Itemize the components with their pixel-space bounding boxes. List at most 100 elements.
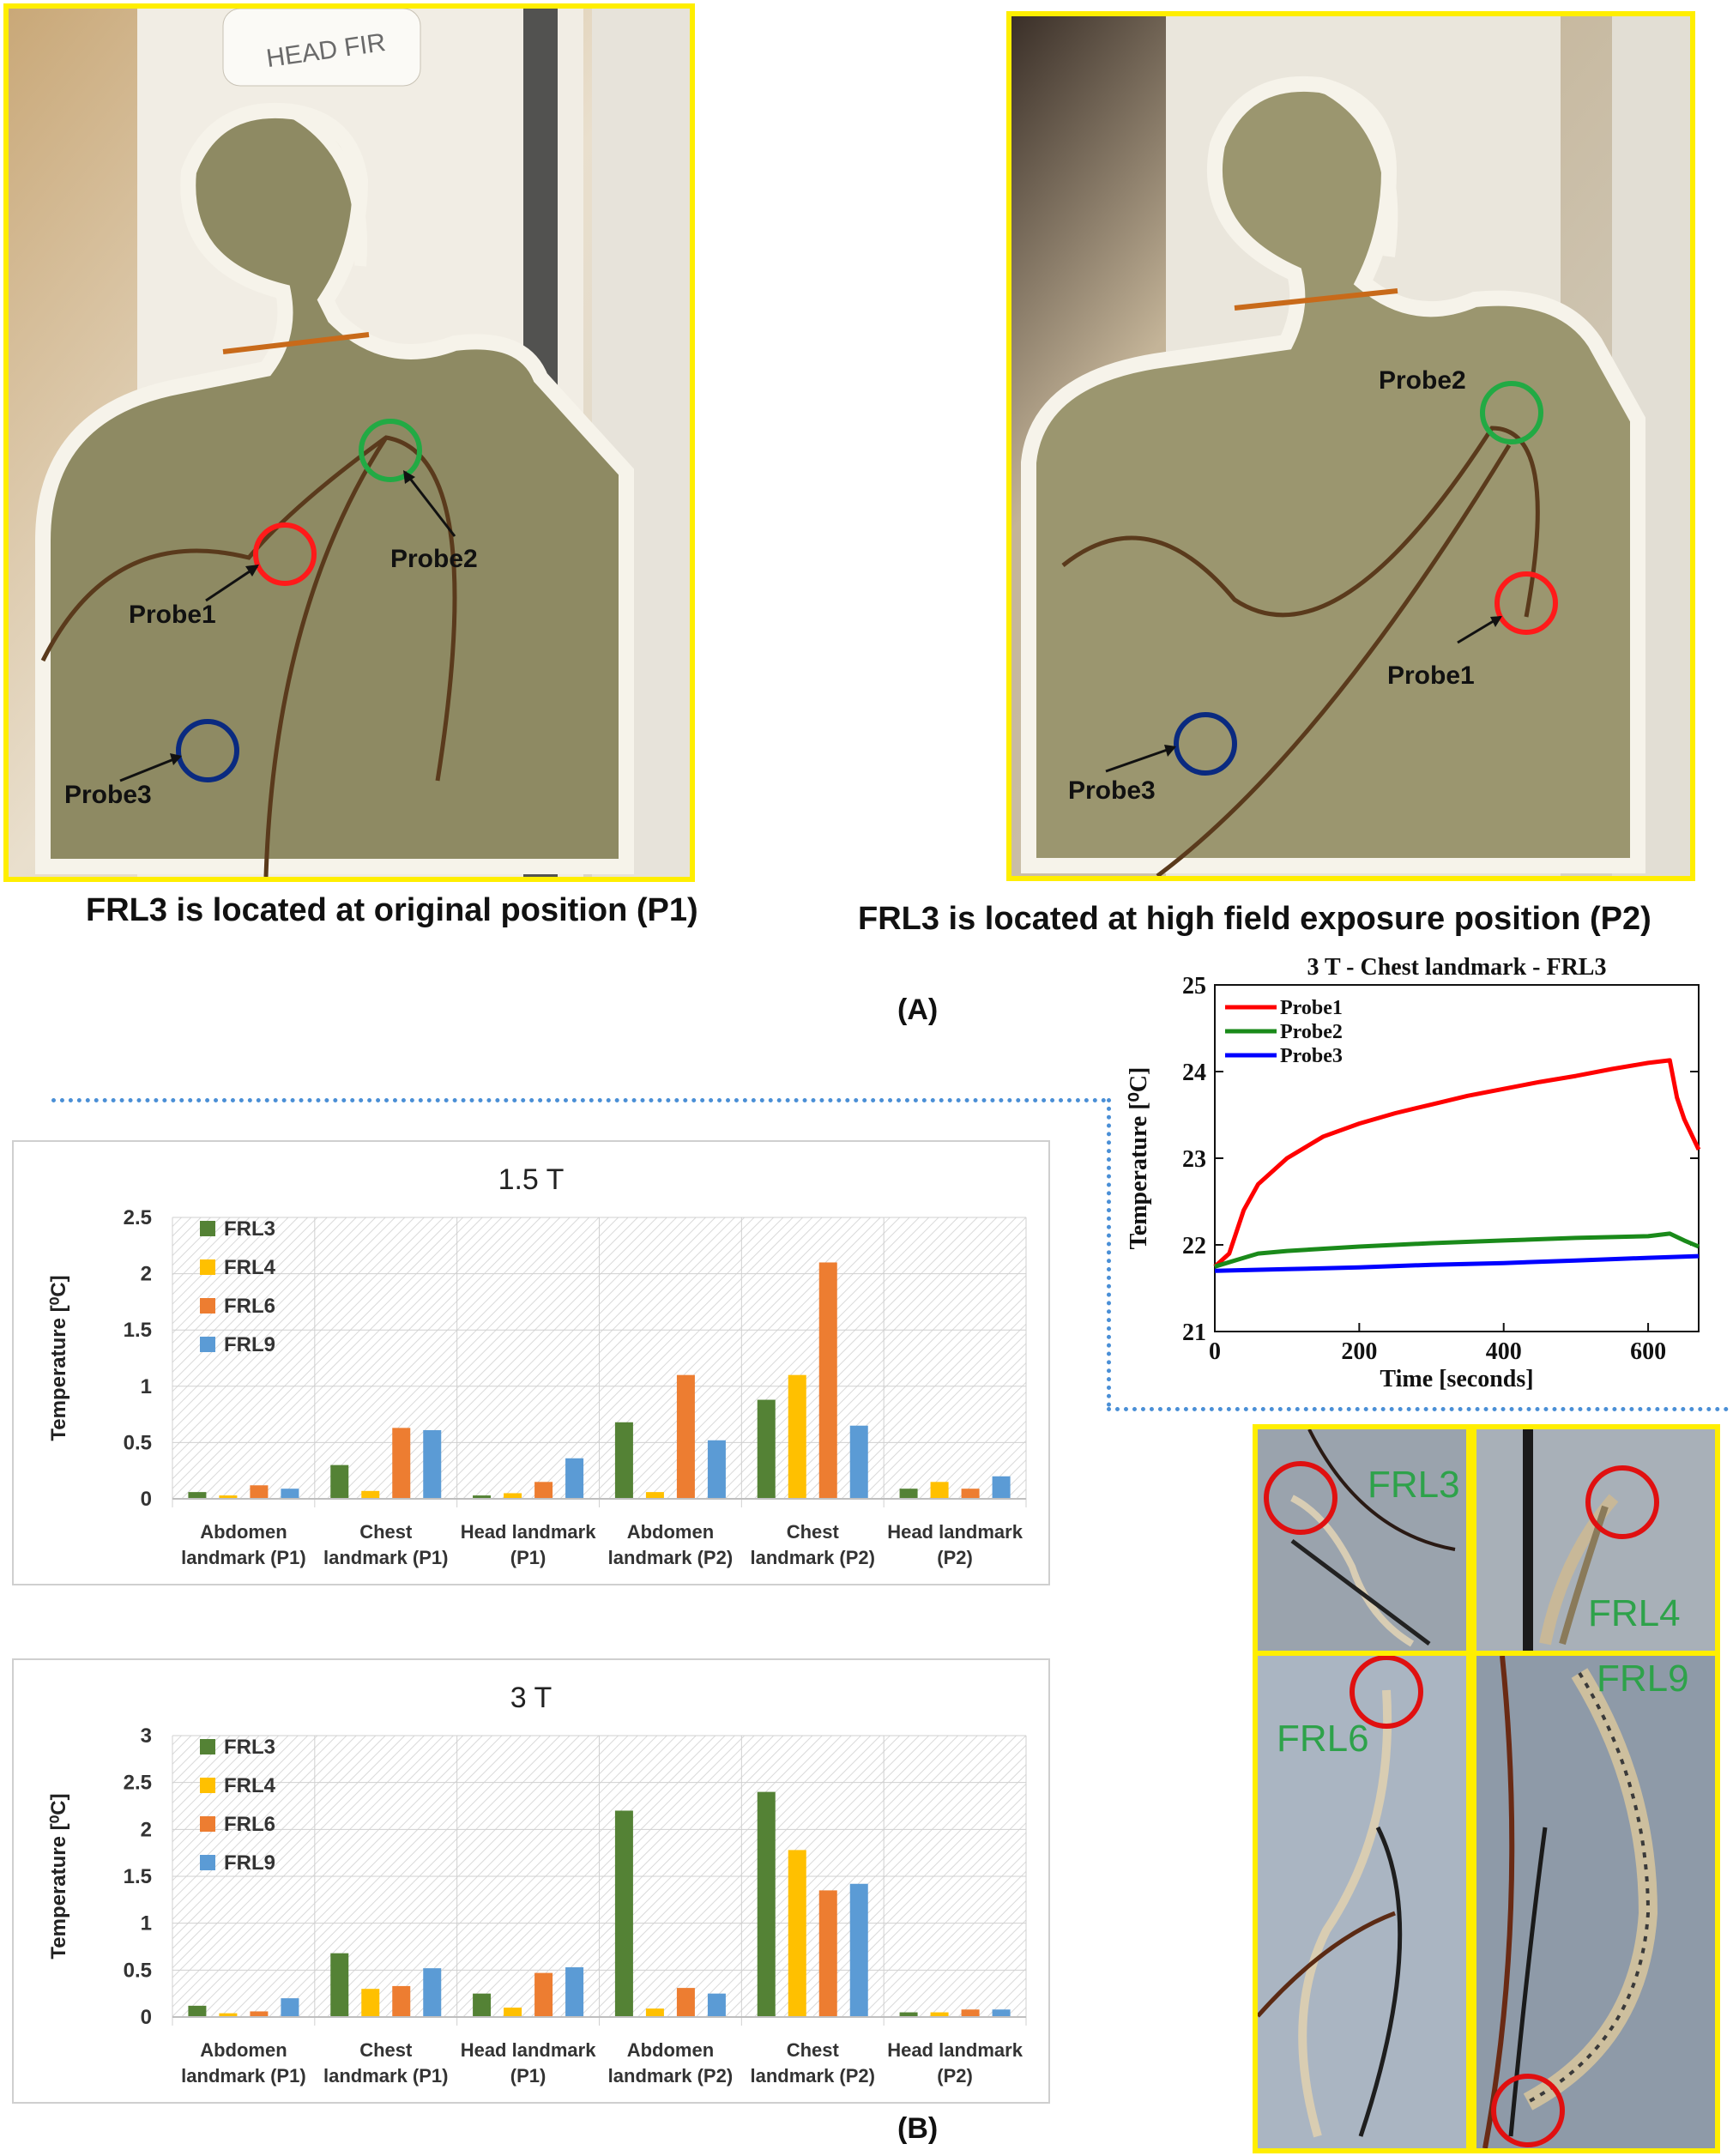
y-axis-label: Temperature [⁰C]: [47, 1275, 70, 1440]
bar-frl4-chest-landmark-p1: [361, 1989, 380, 2017]
thumb-frl6-image: [1258, 1656, 1466, 2148]
bar-frl3-head-landmark-p2: [899, 1489, 918, 1499]
bar-frl6-chest-landmark-p2: [818, 1890, 837, 2017]
legend-label-frl6: FRL6: [224, 1295, 275, 1318]
y-tick-label: 2: [141, 1818, 152, 1841]
chart-probe-temperature: 3 T - Chest landmark - FRL3 21 22 23 24 25 0 20…: [1126, 954, 1701, 1392]
thumb-frl4-label: FRL4: [1588, 1592, 1681, 1634]
y-tick-label: 0: [141, 1488, 152, 1511]
x-tick-label: 600: [1630, 1338, 1666, 1365]
bar-frl4-chest-landmark-p2: [788, 1374, 806, 1499]
bar-frl6-abdomen-landmark-p1: [250, 1485, 269, 1499]
bar-frl3-abdomen-landmark-p2: [614, 1810, 633, 2017]
category-label: Chest landmark (P2): [751, 1521, 876, 1568]
chart-title: 1.5 T: [498, 1163, 565, 1196]
x-axis-label: Time [seconds]: [1380, 1366, 1533, 1392]
probe1-label-p2: Probe1: [1387, 661, 1475, 690]
bar-frl3-chest-landmark-p1: [330, 1465, 349, 1499]
bar-frl6-head-landmark-p1: [534, 1972, 553, 2017]
bar-frl6-head-landmark-p1: [534, 1482, 553, 1499]
phantom-photo-p1: HEAD FIR: [9, 9, 690, 877]
dotted-separator-bottom: [1107, 1407, 1729, 1411]
probe3-label-p1: Probe3: [64, 781, 152, 809]
y-axis-label: Temperature [⁰C]: [1126, 1067, 1152, 1250]
chart-1p5t: 1.5 T 0 0.5 1 1.5 2 2.5 Temperature [⁰C] Abdomen…: [47, 1163, 1027, 1568]
legend-swatch-frl4: [200, 1259, 215, 1275]
legend-label-frl3: FRL3: [224, 1217, 275, 1241]
probe2-label-p1: Probe2: [390, 545, 478, 573]
bar-frl9-abdomen-landmark-p1: [281, 1998, 299, 2017]
bar-frl6-abdomen-landmark-p1: [250, 2011, 269, 2017]
line-chart-title: 3 T - Chest landmark - FRL3: [1307, 954, 1606, 981]
caption-p2: FRL3 is located at high field exposure p…: [858, 901, 1651, 937]
legend-swatch-frl6: [200, 1298, 215, 1314]
category-label: Head landmark (P2): [887, 1521, 1023, 1568]
phantom-photo-p2: [1011, 16, 1690, 876]
thumb-frl3: FRL3: [1253, 1424, 1471, 1656]
photo-p1: HEAD FIR Probe1 Probe2 Probe3: [3, 3, 695, 882]
legend-label-probe1: Probe1: [1280, 997, 1343, 1019]
y-tick-label: 23: [1182, 1146, 1206, 1173]
bar-frl3-chest-landmark-p2: [757, 1399, 776, 1499]
legend-label-frl6: FRL6: [224, 1813, 275, 1836]
bar-frl3-head-landmark-p2: [899, 2012, 918, 2017]
category-label: Chest landmark (P2): [751, 2039, 876, 2087]
y-tick-label: 0.5: [124, 1431, 152, 1454]
caption-p1: FRL3 is located at original position (P1…: [86, 892, 698, 928]
y-tick-label: 2: [141, 1263, 152, 1286]
bar-frl4-abdomen-landmark-p2: [645, 1492, 664, 1499]
chart-3t: 3 T 0 0.5 1 1.5 2 2.5 3 Temperature [⁰C] Abdomen l…: [47, 1682, 1027, 2087]
legend-label-probe3: Probe3: [1280, 1045, 1343, 1067]
bar-frl9-abdomen-landmark-p2: [707, 1440, 726, 1499]
probe1-label-p1: Probe1: [129, 601, 216, 629]
legend-swatch-frl6: [200, 1816, 215, 1832]
series-line-probe2: [1214, 1231, 1700, 1269]
chart-3t-frame: 3 T 0 0.5 1 1.5 2 2.5 3 Temperature [⁰C] Abdomen l…: [12, 1658, 1050, 2104]
legend-swatch-frl3: [200, 1221, 215, 1236]
panel-b-label: (B): [897, 2112, 939, 2145]
bar-frl6-abdomen-landmark-p2: [676, 1988, 695, 2017]
category-label: Head landmark (P2): [887, 2039, 1023, 2087]
y-tick-label: 1.5: [124, 1319, 152, 1342]
thumb-frl4: FRL4: [1471, 1424, 1720, 1656]
y-tick-label: 0.5: [124, 1959, 152, 1982]
x-tick-label: 0: [1209, 1338, 1221, 1365]
probe2-label-p2: Probe2: [1379, 366, 1466, 395]
category-label: Chest landmark (P1): [323, 1521, 449, 1568]
category-label: Head landmark (P1): [461, 1521, 596, 1568]
category-label: Abdomen landmark (P1): [181, 1521, 306, 1568]
legend-label-frl9: FRL9: [224, 1851, 275, 1875]
bar-frl6-chest-landmark-p1: [392, 1428, 411, 1499]
bar-frl9-abdomen-landmark-p2: [707, 1993, 726, 2017]
y-tick-label: 1: [141, 1375, 152, 1398]
thumb-frl6-label: FRL6: [1277, 1718, 1369, 1760]
bar-frl3-head-landmark-p1: [473, 1495, 492, 1499]
y-axis-label: Temperature [⁰C]: [47, 1793, 70, 1959]
category-label: Abdomen landmark (P2): [608, 1521, 734, 1568]
thumb-frl3-image: [1258, 1429, 1466, 1651]
bar-frl4-head-landmark-p2: [930, 1482, 949, 1499]
bar-frl4-chest-landmark-p1: [361, 1490, 380, 1499]
bar-frl4-chest-landmark-p2: [788, 1850, 806, 2017]
legend-label-frl4: FRL4: [224, 1256, 276, 1279]
dotted-separator-vertical: [1107, 1098, 1111, 1407]
bar-frl3-chest-landmark-p2: [757, 1791, 776, 2017]
bar-frl4-abdomen-landmark-p1: [219, 1495, 238, 1499]
y-tick-label: 24: [1182, 1060, 1206, 1086]
thumb-frl6: FRL6: [1253, 1651, 1471, 2153]
legend-swatch-frl3: [200, 1739, 215, 1754]
category-label: Abdomen landmark (P1): [181, 2039, 306, 2087]
legend-swatch-frl9: [200, 1337, 215, 1352]
bar-frl9-chest-landmark-p1: [423, 1429, 442, 1499]
chart-1p5t-frame: 1.5 T 0 0.5 1 1.5 2 2.5 Temperature [⁰C] Abdomen…: [12, 1140, 1050, 1585]
legend-swatch-frl4: [200, 1778, 215, 1793]
y-tick-label: 1: [141, 1912, 152, 1936]
bar-frl3-abdomen-landmark-p1: [188, 2005, 207, 2017]
category-label: Head landmark (P1): [461, 2039, 596, 2087]
bar-frl6-abdomen-landmark-p2: [676, 1374, 695, 1499]
category-label: Chest landmark (P1): [323, 2039, 449, 2087]
legend-swatch-frl9: [200, 1855, 215, 1870]
bar-frl9-head-landmark-p1: [565, 1967, 584, 2017]
y-tick-label: 1.5: [124, 1865, 152, 1888]
thumb-frl9-image: [1476, 1656, 1715, 2148]
